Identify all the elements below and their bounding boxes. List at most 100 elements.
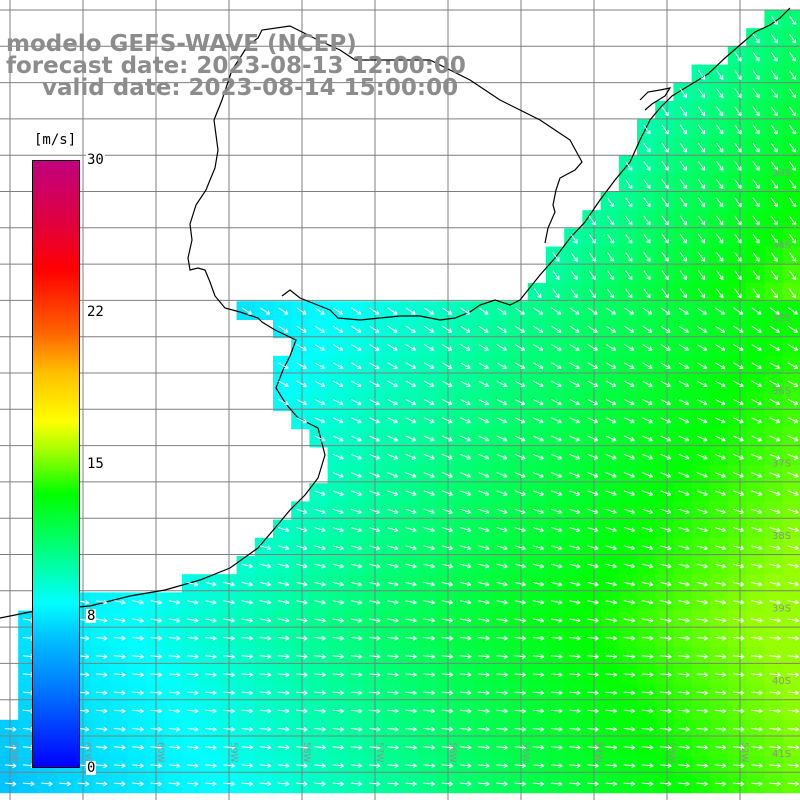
wind-arrow bbox=[696, 635, 708, 641]
wind-arrow bbox=[751, 690, 763, 696]
wind-arrow bbox=[696, 581, 708, 587]
wind-arrow bbox=[660, 472, 672, 478]
wind-arrow bbox=[714, 672, 727, 678]
wind-arrow bbox=[259, 617, 272, 623]
wind-arrow bbox=[751, 635, 763, 641]
wind-arrow bbox=[514, 545, 526, 551]
wind-arrow bbox=[441, 380, 453, 388]
wind-arrow bbox=[332, 672, 344, 678]
wind-arrow bbox=[132, 763, 144, 769]
wind-arrow bbox=[732, 508, 745, 515]
wind-arrow bbox=[369, 435, 380, 442]
wind-arrow bbox=[332, 435, 344, 442]
wind-arrow bbox=[716, 179, 724, 190]
wind-arrow bbox=[514, 653, 526, 659]
wind-arrow bbox=[643, 142, 651, 153]
wind-arrow bbox=[714, 599, 727, 605]
wind-arrow bbox=[423, 744, 435, 750]
wind-arrow bbox=[569, 380, 580, 388]
wind-arrow bbox=[734, 288, 742, 299]
wind-arrow bbox=[296, 563, 308, 569]
wind-arrow bbox=[496, 617, 508, 623]
wind-arrow bbox=[641, 527, 654, 533]
lat-label-35S: 35S bbox=[772, 313, 791, 324]
wind-arrow bbox=[423, 563, 435, 569]
wind-arrow bbox=[205, 672, 217, 678]
wind-arrow bbox=[296, 599, 308, 605]
wind-arrow bbox=[259, 545, 271, 551]
wind-arrow bbox=[223, 744, 235, 750]
wind-arrow bbox=[551, 307, 562, 315]
wind-arrow bbox=[788, 161, 797, 171]
lat-label-36S: 36S bbox=[772, 386, 791, 397]
wind-arrow bbox=[641, 545, 654, 551]
wind-arrow bbox=[423, 599, 435, 605]
wind-arrow bbox=[278, 398, 289, 406]
wind-arrow bbox=[368, 781, 381, 787]
wind-arrow bbox=[369, 325, 380, 333]
wind-arrow bbox=[588, 270, 596, 281]
wind-arrow bbox=[350, 653, 363, 659]
wind-arrow bbox=[405, 599, 417, 605]
wind-arrow bbox=[314, 672, 326, 678]
wind-arrow bbox=[277, 653, 290, 659]
wind-arrow bbox=[405, 581, 417, 587]
wind-arrow bbox=[441, 599, 454, 605]
wind-arrow bbox=[788, 51, 797, 62]
wind-arrow bbox=[350, 635, 363, 641]
wind-arrow bbox=[514, 307, 525, 315]
wind-arrow bbox=[478, 453, 490, 460]
wind-arrow bbox=[661, 215, 669, 226]
wind-arrow bbox=[714, 398, 726, 406]
wind-arrow bbox=[223, 690, 235, 696]
wind-arrow bbox=[496, 726, 508, 732]
wind-arrow bbox=[350, 672, 363, 678]
wind-arrow bbox=[661, 233, 669, 244]
wind-arrow bbox=[259, 781, 272, 787]
wind-arrow bbox=[423, 417, 435, 424]
wind-arrow bbox=[624, 344, 635, 351]
wind-arrow bbox=[114, 781, 126, 787]
wind-arrow bbox=[714, 472, 726, 478]
wind-arrow bbox=[496, 362, 508, 369]
wind-arrow bbox=[132, 635, 144, 641]
wind-arrow bbox=[351, 325, 362, 333]
colorbar-unit: [m/s] bbox=[32, 132, 79, 148]
wind-arrow bbox=[150, 708, 162, 714]
wind-arrow bbox=[752, 233, 760, 244]
wind-arrow bbox=[387, 672, 399, 678]
wind-arrow bbox=[496, 599, 508, 605]
wind-arrow bbox=[277, 672, 290, 678]
wind-speed-field bbox=[0, 10, 800, 794]
wind-arrow bbox=[787, 690, 799, 696]
wind-arrow bbox=[552, 270, 560, 281]
wind-arrow bbox=[478, 653, 490, 659]
wind-arrow bbox=[478, 635, 490, 641]
wind-arrow bbox=[732, 708, 745, 714]
wind-arrow bbox=[770, 15, 778, 26]
wind-arrow bbox=[569, 307, 580, 315]
wind-arrow bbox=[770, 270, 778, 281]
wind-arrow bbox=[660, 763, 672, 769]
wind-arrow bbox=[787, 398, 799, 406]
wind-arrow bbox=[314, 435, 326, 442]
wind-arrow bbox=[314, 617, 326, 623]
wind-arrow bbox=[714, 490, 726, 496]
wind-arrow bbox=[787, 490, 799, 496]
wind-arrow bbox=[732, 527, 745, 533]
wind-arrow bbox=[643, 215, 651, 226]
wind-arrow bbox=[296, 545, 308, 551]
wind-arrow bbox=[551, 344, 562, 351]
wind-arrow bbox=[587, 599, 599, 605]
wind-arrow bbox=[459, 672, 472, 678]
wind-arrow bbox=[605, 763, 617, 769]
wind-arrow bbox=[714, 653, 727, 659]
wind-arrow bbox=[787, 653, 799, 659]
wind-arrow bbox=[532, 380, 544, 388]
wind-arrow bbox=[423, 527, 435, 533]
wind-arrow bbox=[514, 726, 526, 732]
wind-arrow bbox=[368, 744, 381, 750]
wind-arrow bbox=[605, 417, 617, 424]
wind-arrow bbox=[661, 179, 669, 190]
